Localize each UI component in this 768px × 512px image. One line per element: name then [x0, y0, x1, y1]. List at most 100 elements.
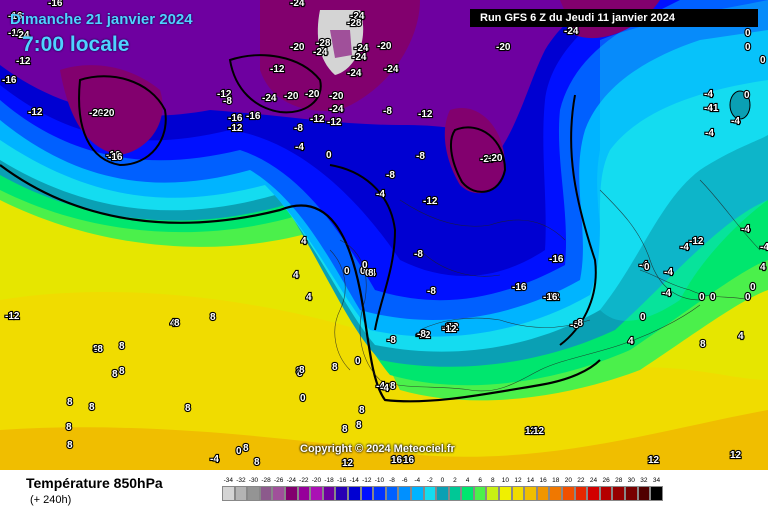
isotherm-value-label: -12 — [16, 56, 31, 67]
legend-swatch — [373, 486, 386, 501]
isotherm-value-label: -20 — [100, 108, 115, 119]
isotherm-value-label: -4 — [376, 381, 385, 392]
isotherm-value-label: -12 — [416, 330, 431, 341]
legend-value: 30 — [627, 477, 635, 484]
isotherm-value-label: 8 — [297, 368, 303, 379]
isotherm-value-label: -4 — [380, 383, 389, 394]
isotherm-value-label: -24 — [564, 26, 579, 37]
time-title: 7:00 locale — [22, 33, 130, 56]
legend-value: -2 — [426, 477, 433, 484]
isotherm-value-label: -12 — [689, 236, 704, 247]
legend-value: 16 — [539, 477, 547, 484]
legend-value: -22 — [299, 477, 309, 484]
isotherm-value-label: -8 — [94, 344, 103, 355]
legend-value: -6 — [401, 477, 408, 484]
isotherm-value-label: -20 — [480, 154, 495, 165]
legend-value: -16 — [336, 477, 347, 484]
legend-value: -20 — [311, 477, 322, 484]
isotherm-value-label: -8 — [427, 286, 436, 297]
legend-swatch — [612, 486, 625, 501]
date-title: Dimanche 21 janvier 2024 — [10, 11, 193, 28]
legend-swatch — [423, 486, 437, 501]
isotherm-value-label: 16 — [391, 455, 403, 466]
isotherm-value-label: -4 — [760, 242, 768, 253]
legend-value: 24 — [589, 477, 598, 484]
isotherm-value-label: 0 — [644, 262, 650, 273]
isotherm-value-label: -4 — [705, 128, 714, 139]
isotherm-value-label: -12 — [442, 322, 457, 333]
legend-value: 18 — [552, 477, 560, 484]
legend-swatch — [599, 486, 613, 501]
isotherm-value-label: 8 — [210, 312, 216, 323]
legend-value: -14 — [349, 477, 359, 484]
isotherm-value-label: 0 — [365, 268, 371, 279]
isotherm-value-label: 12 — [342, 458, 354, 469]
isotherm-value-label: 0 — [760, 55, 766, 66]
isotherm-value-label: -28 — [347, 18, 362, 29]
isotherm-value-label: 0 — [300, 393, 306, 404]
legend-value: -10 — [374, 477, 385, 484]
isotherm-value-label: 0 — [745, 292, 751, 303]
isotherm-value-label: -12 — [228, 123, 243, 134]
isotherm-value-label: -12 — [310, 114, 325, 125]
isotherm-value-label: 4 — [301, 236, 307, 247]
isotherm-value-label: -8 — [294, 123, 303, 134]
color-legend: -34 -32 -30 -28 -26 -24 -22 -20 -18 -16 -14 -12 -10-… — [222, 477, 663, 501]
legend-swatch — [297, 486, 311, 501]
isotherm-value-label: 0 — [236, 446, 242, 457]
isotherm-value-label: 12 — [525, 426, 537, 437]
isotherm-value-label: 8 — [342, 424, 348, 435]
isotherm-value-label: 0 — [362, 260, 368, 271]
isotherm-value-label: -12 — [444, 322, 459, 333]
legend-value: -8 — [389, 477, 395, 484]
isotherm-value-label: -16 — [543, 292, 558, 303]
legend-value: 32 — [640, 477, 648, 484]
isotherm-value-label: 4 — [628, 336, 634, 347]
isotherm-value-label: -8 — [386, 170, 395, 181]
legend-swatch — [234, 486, 248, 501]
isotherm-value-label: -24 — [329, 104, 344, 115]
isotherm-value-label: 0 — [326, 150, 332, 161]
isotherm-value-label: -20 — [488, 153, 503, 164]
legend-value: 8 — [490, 477, 495, 484]
legend-swatch — [347, 486, 361, 501]
isotherm-value-label: -12 — [327, 117, 342, 128]
isotherm-value-label: -41 — [704, 103, 719, 114]
isotherm-value-label: 0 — [745, 28, 751, 39]
legend-value: 26 — [602, 477, 610, 484]
isotherm-value-label: -24 — [290, 0, 305, 9]
isotherm-value-label: 12 — [648, 455, 660, 466]
isotherm-value-label: -12 — [28, 107, 43, 118]
legend-swatch — [461, 486, 474, 501]
isotherm-value-label: -12 — [5, 311, 20, 322]
isotherm-value-label: 4 — [306, 292, 312, 303]
legend-swatch — [436, 486, 449, 501]
isotherm-value-label: 8 — [359, 405, 365, 416]
legend-value: -30 — [248, 477, 259, 484]
isotherm-value-label: -4 — [376, 189, 385, 200]
isotherm-value-label: -16 — [106, 150, 121, 161]
legend-swatch — [549, 486, 563, 501]
isotherm-value-label: -4 — [367, 268, 376, 279]
legend-value: -24 — [286, 477, 296, 484]
copyright-text: Copyright © 2024 Meteociel.fr — [300, 443, 455, 455]
isotherm-value-label: 4 — [738, 331, 744, 342]
isotherm-value-label: -16 — [48, 0, 63, 9]
isotherm-value-label: 0 — [699, 292, 705, 303]
isotherm-value-label: -16 — [8, 28, 23, 39]
legend-value: -4 — [414, 477, 421, 484]
isotherm-value-label: 8 — [119, 366, 125, 377]
isotherm-value-label: -4 — [741, 224, 750, 235]
isotherm-value-label: -24 — [15, 30, 30, 41]
isotherm-value-label: 4 — [760, 262, 766, 273]
isotherm-value-label: 0 — [640, 312, 646, 323]
isotherm-value-label: -4 — [210, 454, 219, 465]
isotherm-value-label: -24 — [384, 64, 399, 75]
legend-value: 2 — [453, 477, 457, 484]
isotherm-value-label: 8 — [174, 318, 180, 329]
legend-swatch — [574, 486, 588, 501]
isotherm-value-label: -8 — [383, 106, 392, 117]
isotherm-value-label: -20 — [377, 41, 392, 52]
isotherm-value-label: 8 — [356, 420, 362, 431]
legend-value: 4 — [465, 477, 470, 484]
